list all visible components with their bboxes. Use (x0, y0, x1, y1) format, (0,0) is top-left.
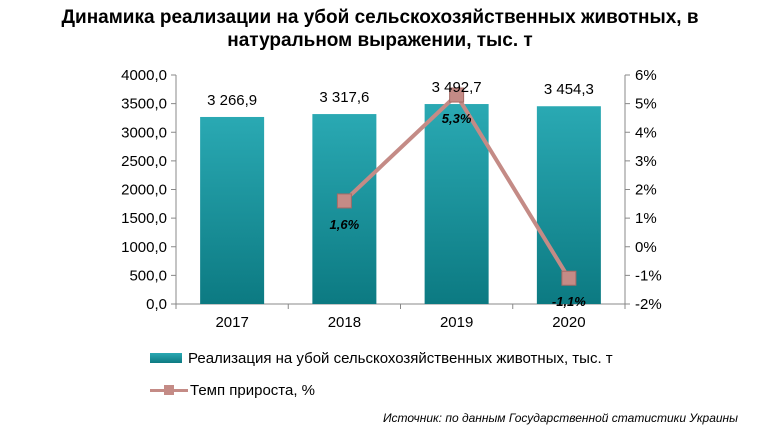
legend-label-growth: Темп прироста, % (190, 381, 316, 399)
bar-data-label: 3 266,9 (207, 92, 257, 109)
legend-item-sales: Реализация на убой сельскохозяйственных … (150, 342, 613, 374)
source-note: Источник: по данным Государственной стат… (382, 411, 738, 425)
y-right-tick-label: -1% (635, 267, 662, 284)
y-left-tick-label: 3000,0 (121, 124, 167, 141)
growth-data-label: 1,6% (330, 217, 360, 232)
legend-swatch-line (150, 384, 188, 396)
growth-data-label: 5,3% (442, 111, 472, 126)
legend-item-growth: Темп прироста, % (150, 374, 613, 406)
growth-data-label: -1,1% (552, 294, 586, 309)
x-tick-label: 2019 (440, 314, 473, 331)
bar-data-label: 3 317,6 (319, 89, 369, 106)
y-right-tick-label: 2% (635, 182, 657, 199)
bar (312, 114, 377, 304)
y-right-tick-label: 3% (635, 153, 657, 170)
x-tick-label: 2018 (328, 314, 361, 331)
y-left-tick-label: 2000,0 (121, 182, 167, 199)
legend: Реализация на убой сельскохозяйственных … (150, 342, 613, 406)
growth-marker (449, 87, 465, 103)
legend-label-sales: Реализация на убой сельскохозяйственных … (188, 349, 613, 367)
y-right-tick-label: 0% (635, 239, 657, 256)
y-right-tick-label: 4% (635, 124, 657, 141)
bar-data-label: 3 454,3 (544, 81, 594, 98)
y-left-tick-label: 3500,0 (121, 96, 167, 113)
growth-marker (336, 193, 352, 209)
chart-title: Динамика реализации на убой сельскохозяй… (61, 7, 699, 51)
y-right-tick-label: 5% (635, 96, 657, 113)
x-tick-label: 2017 (215, 314, 248, 331)
y-right-tick-label: 1% (635, 210, 657, 227)
bar (424, 104, 489, 304)
y-right-tick-label: -2% (635, 296, 662, 313)
y-left-tick-label: 500,0 (129, 267, 167, 284)
y-right-tick-label: 6% (635, 67, 657, 84)
y-left-tick-label: 2500,0 (121, 153, 167, 170)
y-left-tick-label: 1500,0 (121, 210, 167, 227)
y-left-tick-label: 1000,0 (121, 239, 167, 256)
x-tick-label: 2020 (552, 314, 585, 331)
bar (200, 116, 265, 305)
legend-swatch-bar (150, 353, 182, 363)
y-left-tick-label: 0,0 (146, 296, 167, 313)
y-left-tick-label: 4000,0 (121, 67, 167, 84)
growth-marker (561, 270, 577, 286)
bar-data-label: 3 492,7 (432, 79, 482, 96)
